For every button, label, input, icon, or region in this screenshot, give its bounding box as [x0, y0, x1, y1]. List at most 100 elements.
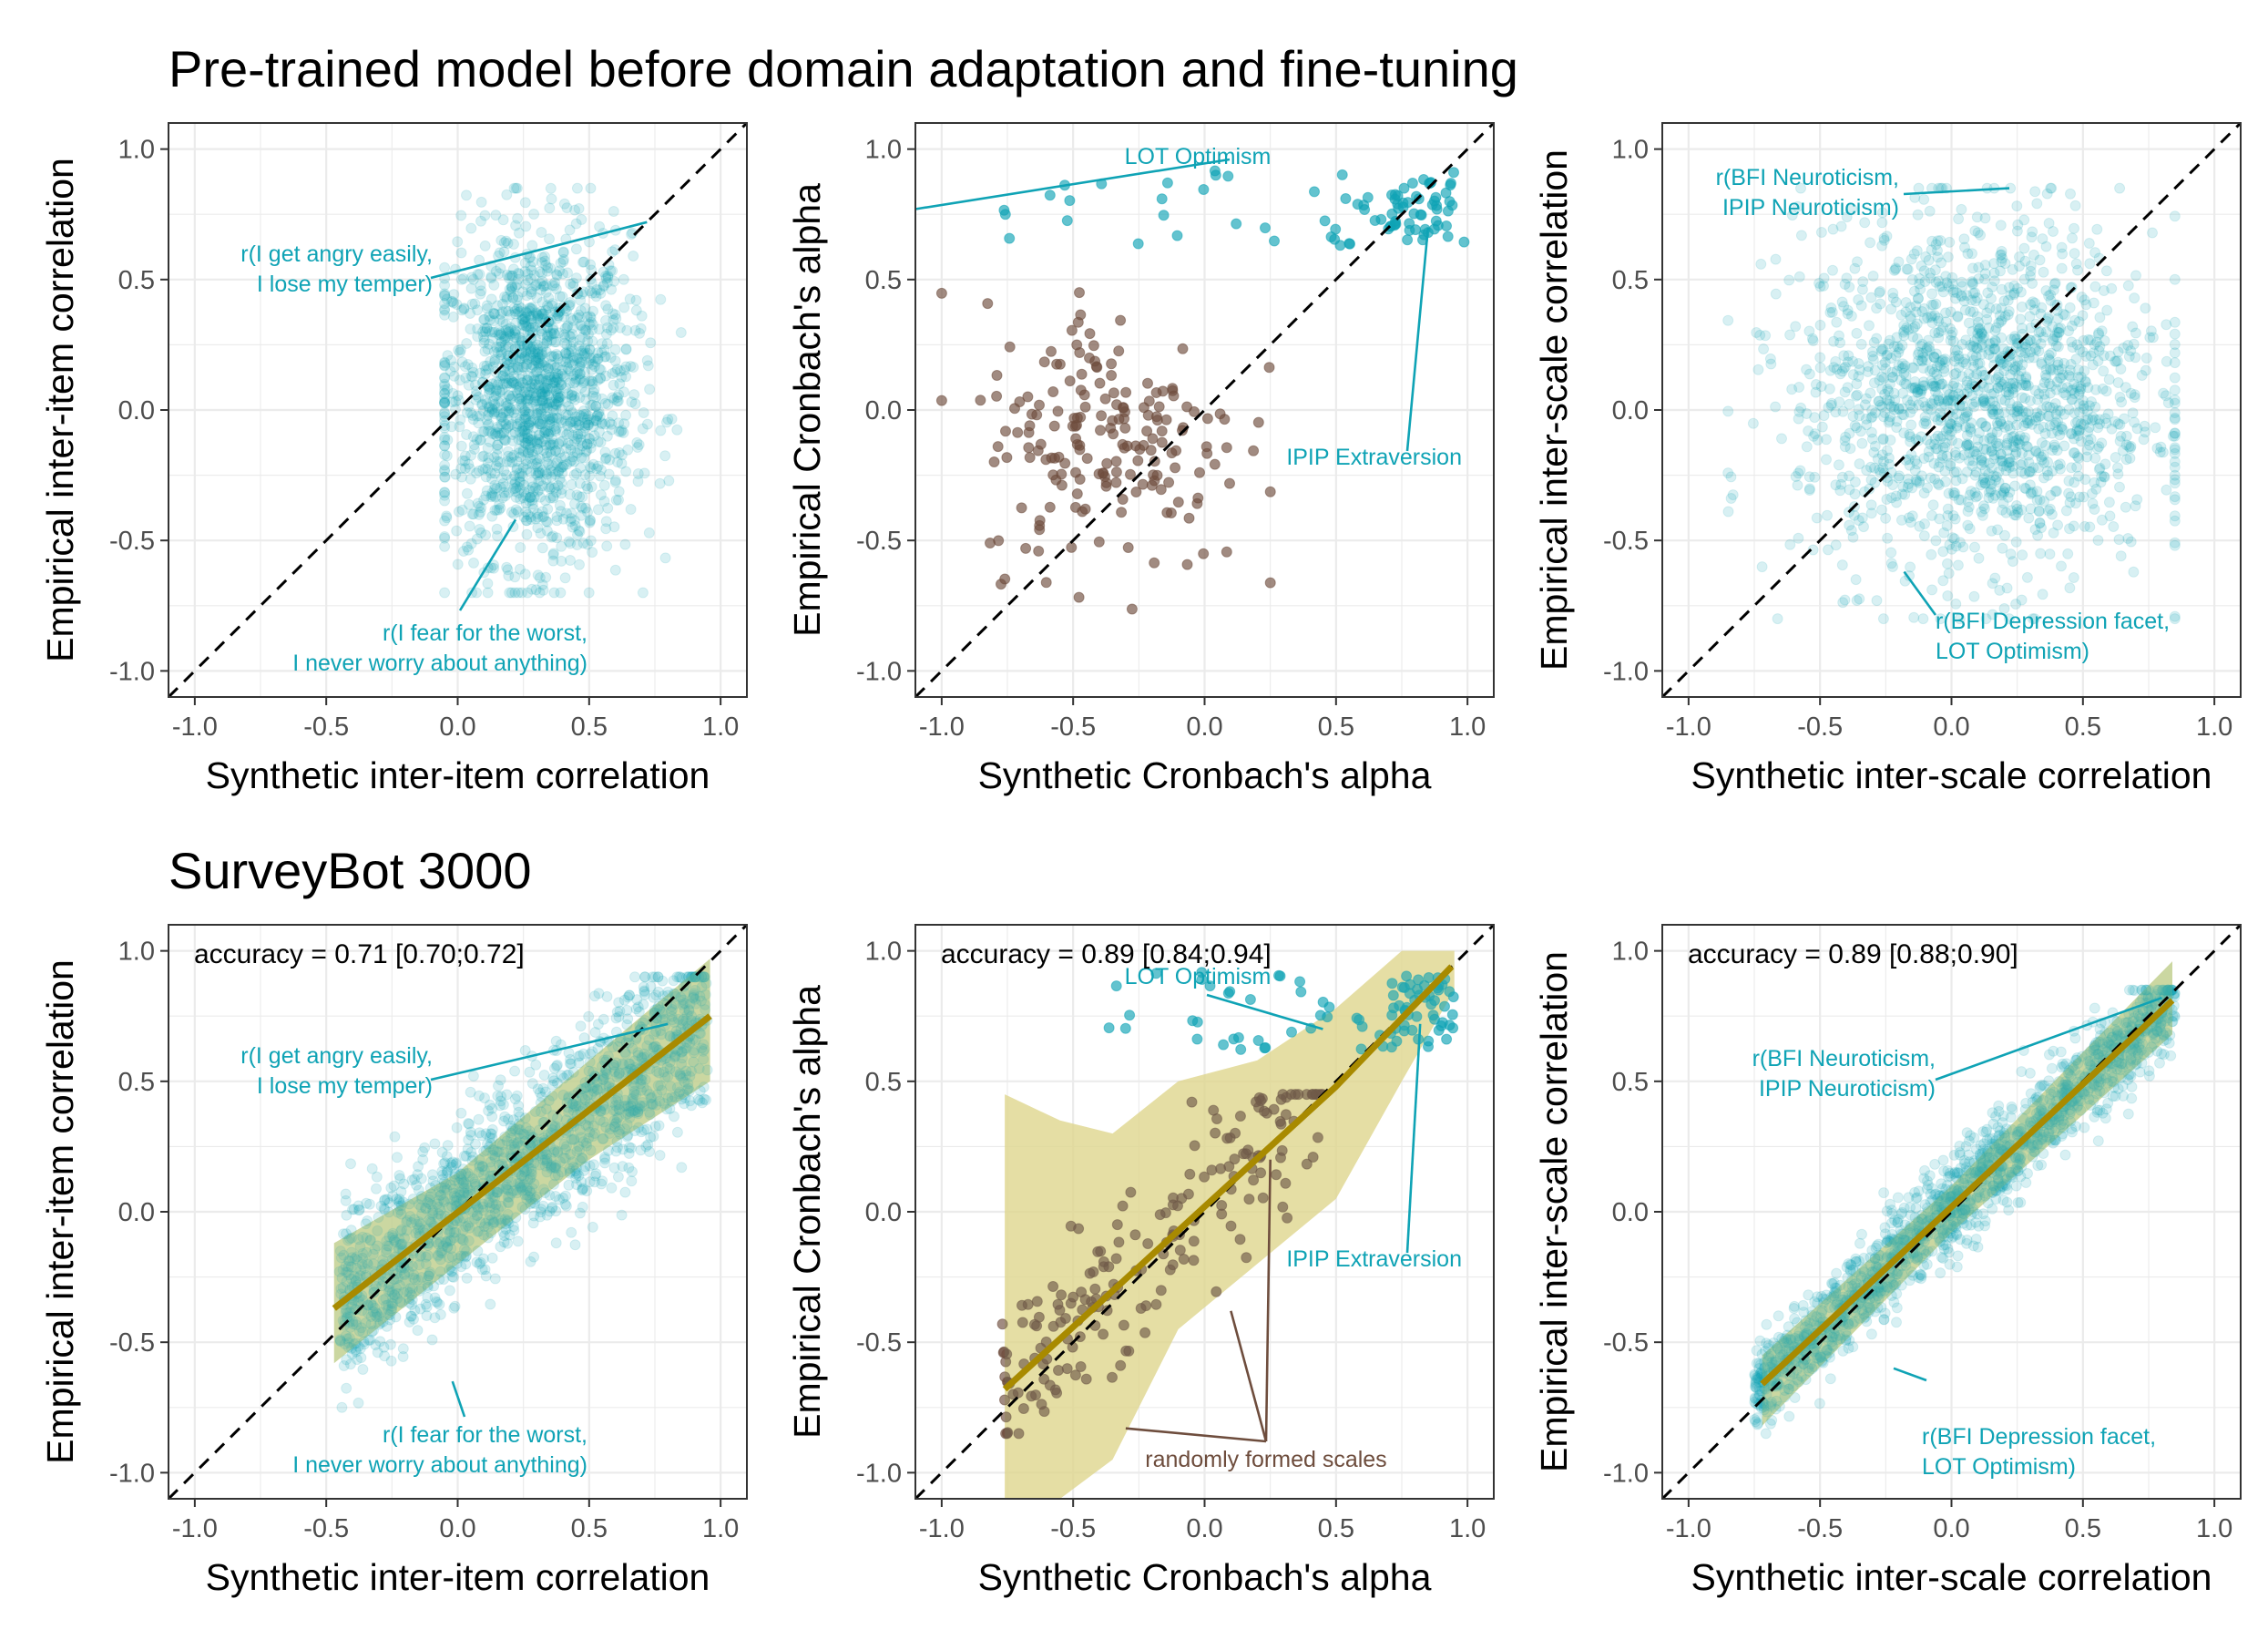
data-point [477, 1204, 489, 1216]
data-point [2100, 385, 2112, 397]
data-point [2122, 533, 2134, 544]
data-point [1108, 428, 1119, 440]
data-point [565, 538, 577, 549]
data-point [1887, 292, 1899, 304]
data-point [514, 414, 526, 425]
data-point [1949, 446, 1961, 458]
data-point [607, 368, 618, 379]
data-point [2010, 342, 2022, 354]
data-point [2044, 548, 2056, 560]
data-point [2151, 443, 2163, 454]
data-point [515, 353, 526, 364]
data-point [1939, 356, 1951, 368]
data-point [514, 467, 526, 479]
data-point [563, 400, 575, 412]
data-point [1951, 422, 1963, 434]
data-point [1973, 323, 1985, 335]
data-point [2007, 364, 2019, 375]
data-point [562, 437, 574, 449]
data-point [2015, 459, 2027, 471]
panel-p13: r(BFI Neuroticism,IPIP Neuroticism)r(BFI… [1533, 122, 2242, 796]
data-point [493, 504, 505, 516]
data-point [2139, 420, 2151, 432]
data-point [585, 259, 597, 271]
data-point [528, 374, 540, 386]
data-point [1890, 263, 1902, 275]
data-point [568, 469, 580, 481]
data-point [562, 320, 574, 332]
data-point [521, 515, 533, 527]
data-point [408, 1272, 420, 1284]
data-point [520, 411, 532, 423]
data-point [488, 326, 500, 338]
data-point [614, 1067, 626, 1079]
data-point [364, 1334, 376, 1346]
data-point [632, 1001, 644, 1013]
data-point [698, 971, 710, 983]
data-point [486, 333, 498, 344]
data-point [363, 1198, 375, 1210]
data-point [451, 299, 463, 311]
data-point [2098, 365, 2110, 377]
data-point [2036, 302, 2048, 313]
data-point [1839, 594, 1851, 606]
data-point [696, 995, 707, 1007]
data-point [574, 392, 586, 404]
data-point [1844, 484, 1855, 496]
data-point [1866, 433, 1878, 445]
data-point [1844, 427, 1855, 439]
data-point [421, 1310, 433, 1321]
data-point [516, 395, 527, 407]
data-point [1959, 411, 1971, 423]
data-point [492, 439, 504, 451]
data-point [480, 463, 491, 475]
data-point [1877, 613, 1889, 625]
data-point [1837, 597, 1849, 609]
data-point [2040, 326, 2052, 338]
data-point [585, 461, 596, 473]
data-point [1876, 371, 1888, 383]
data-point [526, 415, 536, 427]
data-point [1893, 256, 1905, 268]
data-point [456, 304, 468, 316]
data-point [2064, 582, 2076, 594]
data-point [528, 1157, 540, 1169]
data-point [576, 214, 587, 225]
data-point [1855, 338, 1867, 350]
data-point [1905, 419, 1917, 431]
data-point [547, 280, 558, 292]
data-point [2066, 394, 2078, 405]
data-point [526, 286, 537, 298]
data-point [1931, 361, 1943, 373]
data-point [503, 358, 515, 370]
data-point [1950, 598, 1962, 610]
data-point [659, 450, 671, 462]
data-point [521, 528, 533, 540]
data-point [616, 457, 628, 469]
data-point [557, 246, 569, 258]
data-point [460, 1221, 472, 1233]
data-point [500, 423, 512, 435]
data-point [1918, 313, 1930, 324]
data-point [584, 311, 596, 323]
data-point [1996, 314, 2007, 325]
data-point [495, 327, 506, 339]
data-point [493, 324, 505, 336]
data-point [1952, 437, 1964, 449]
data-point [1397, 201, 1409, 213]
data-point [506, 1176, 517, 1188]
data-point [1930, 348, 1942, 360]
data-point [492, 1090, 504, 1102]
data-point [2036, 454, 2048, 466]
data-point [1916, 431, 1927, 443]
data-point [549, 372, 561, 384]
data-point [485, 1298, 496, 1310]
data-point [2012, 282, 2023, 294]
data-point [2072, 264, 2083, 276]
data-point [1890, 490, 1902, 502]
data-point [567, 336, 579, 348]
data-point [577, 491, 588, 503]
data-point [639, 1100, 650, 1112]
data-point [509, 587, 521, 599]
data-point [2145, 325, 2157, 337]
